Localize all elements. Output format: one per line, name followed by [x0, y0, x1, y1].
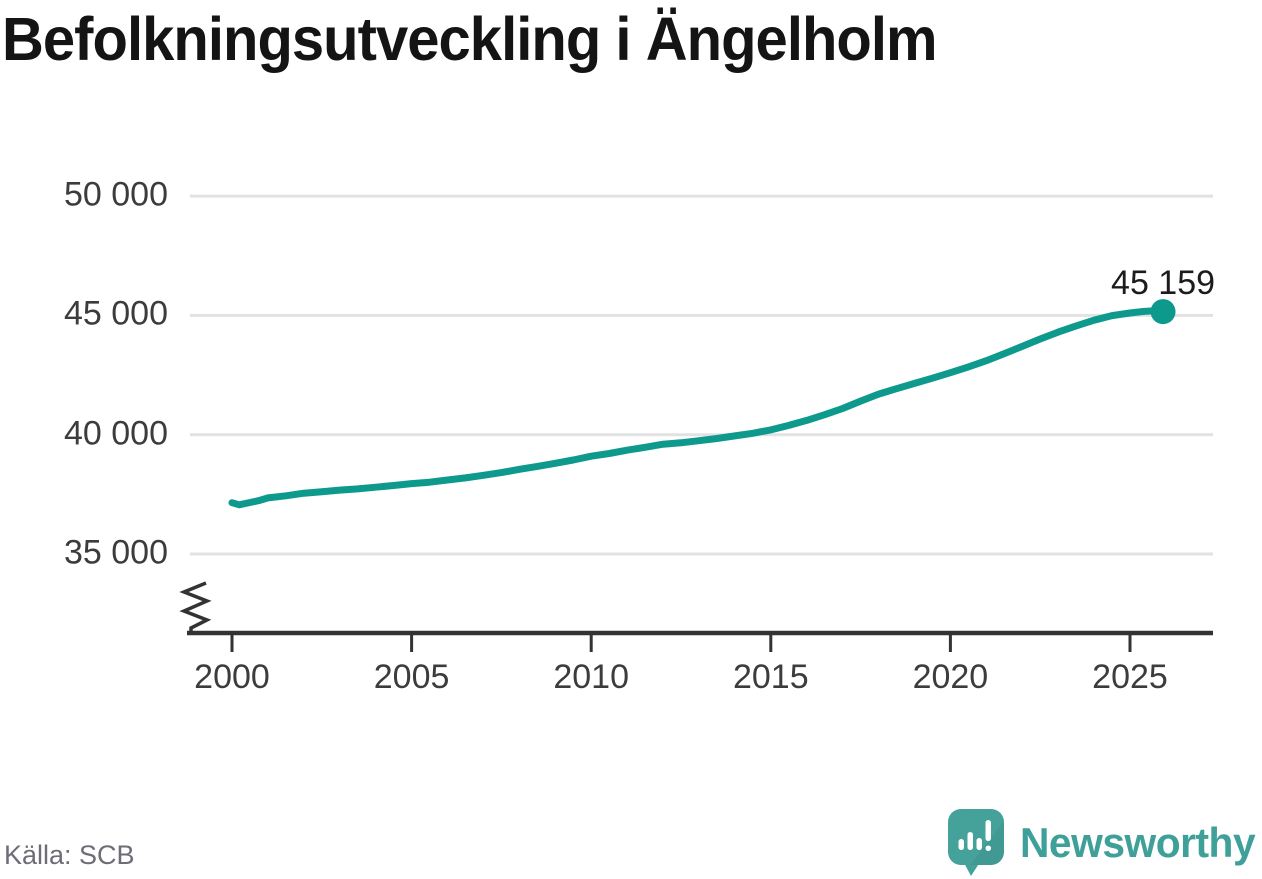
y-tick-label: 40 000: [64, 414, 168, 453]
y-tick-label: 35 000: [64, 533, 168, 572]
brand-footer: Newsworthy: [946, 808, 1262, 878]
axis-break-icon: [179, 581, 212, 633]
chart-title: Befolkningsutveckling i Ängelholm: [2, 5, 938, 73]
x-tick-label: 2015: [732, 658, 809, 696]
source-note: Källa: SCB: [4, 840, 135, 870]
newsworthy-logo-icon: [948, 809, 1004, 876]
y-tick-label: 45 000: [64, 295, 168, 334]
x-tick-label: 2005: [373, 658, 450, 696]
brand-wordmark: Newsworthy: [1020, 819, 1256, 866]
x-tick-label: 2000: [194, 658, 270, 696]
y-tick-label: 50 000: [64, 175, 168, 214]
end-value-label: 45 159: [1111, 263, 1216, 302]
x-tick-label: 2025: [1092, 658, 1168, 696]
population-line: [228, 307, 1167, 509]
end-point-marker: [1150, 299, 1176, 325]
x-tick-label: 2010: [553, 658, 629, 696]
x-tick-label: 2020: [912, 658, 989, 696]
